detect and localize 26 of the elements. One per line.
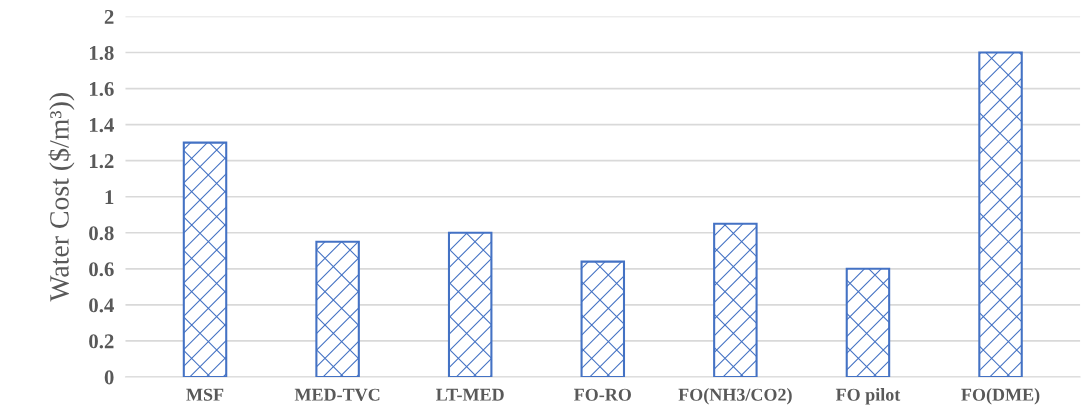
y-tick-label: 1.8 — [89, 45, 114, 61]
x-tick-label: LT-MED — [436, 388, 504, 401]
x-tick-label: MED-TVC — [294, 388, 380, 401]
y-tick-label: 1 — [105, 190, 114, 204]
x-tick-label: FO-RO — [574, 388, 631, 401]
x-tick-label: FO pilot — [835, 388, 901, 405]
bar — [978, 51, 1023, 377]
x-tick-label: FO(DME) — [961, 388, 1040, 405]
x-tick-label: MSF — [186, 388, 224, 401]
y-tick-label: 0.6 — [89, 262, 114, 277]
y-tick-label: 1.2 — [89, 154, 114, 169]
y-tick-label: 0.8 — [89, 226, 114, 241]
bar — [447, 231, 493, 377]
bar — [580, 260, 626, 377]
bar — [713, 222, 758, 377]
bar — [315, 240, 360, 377]
y-tick-label: 0 — [104, 370, 114, 385]
bar — [182, 141, 228, 377]
y-tick-label: 1.4 — [89, 118, 114, 133]
y-tick-label: 1.6 — [89, 82, 114, 97]
y-axis-title: Water Cost ($/m³)) — [48, 93, 75, 302]
y-tick-label: 0.2 — [89, 334, 114, 349]
y-tick-label: 2 — [104, 9, 114, 24]
bar — [845, 267, 891, 377]
x-tick-label: FO(NH3/CO2) — [678, 388, 792, 405]
y-tick-label: 0.4 — [89, 298, 114, 313]
